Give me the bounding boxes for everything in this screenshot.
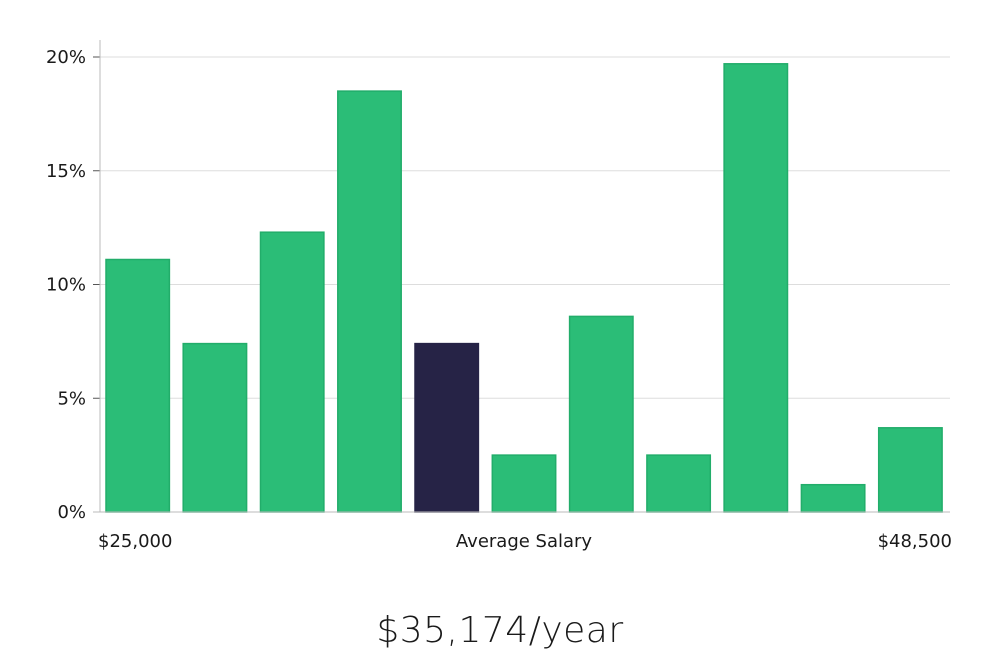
y-tick-label: 10% — [46, 275, 86, 296]
bars — [105, 63, 943, 513]
salary-distribution-chart: 0% 5% 10% 15% 20% $25,000 Average Salary $48… — [46, 40, 952, 552]
y-tick-label: 20% — [46, 47, 86, 68]
salary-bar — [337, 90, 402, 513]
salary-bar — [646, 454, 712, 513]
x-axis-title: Average Salary — [456, 531, 593, 552]
salary-bar — [259, 231, 325, 513]
salary-bar — [568, 315, 634, 513]
salary-bar — [723, 63, 789, 513]
gridlines — [100, 56, 950, 399]
x-min-label: $25,000 — [98, 531, 172, 552]
y-tick-label: 0% — [57, 502, 86, 523]
x-max-label: $48,500 — [878, 531, 952, 552]
average-salary-value: $35,174/year — [376, 610, 624, 651]
salary-bar — [800, 483, 866, 513]
y-tick-label: 5% — [57, 388, 86, 409]
y-axis-ticks: 0% 5% 10% 15% 20% — [46, 47, 100, 523]
salary-bar — [877, 427, 943, 513]
y-tick-label: 15% — [46, 161, 86, 182]
salary-bar — [105, 258, 171, 513]
salary-bar — [491, 454, 557, 513]
salary-bar — [182, 342, 248, 513]
average-salary-bar — [414, 342, 480, 513]
